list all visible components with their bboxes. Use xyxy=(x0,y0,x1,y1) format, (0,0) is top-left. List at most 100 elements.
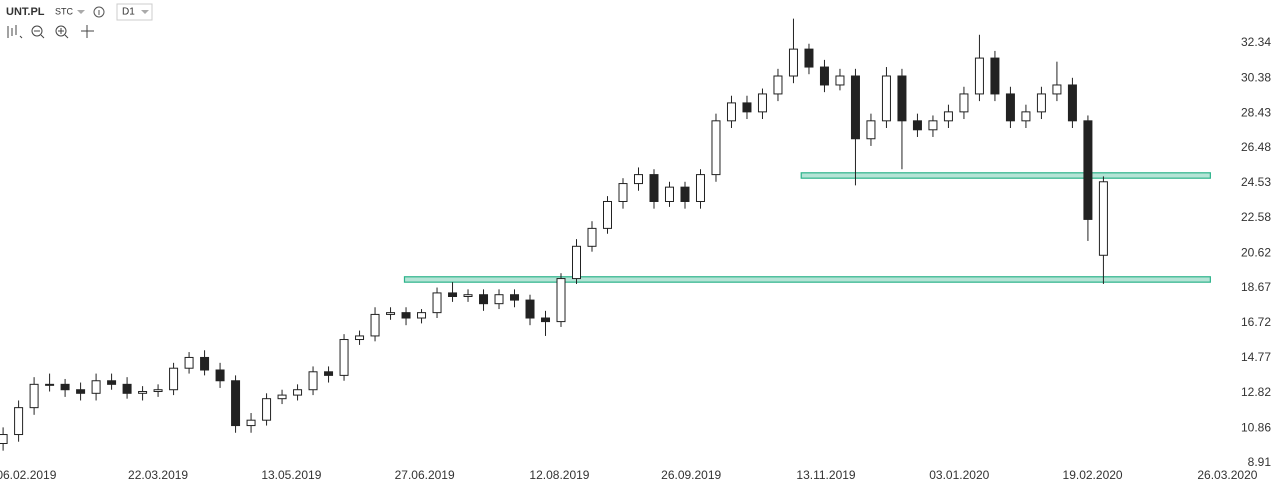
candle-body xyxy=(541,317,551,323)
candle-body xyxy=(246,419,256,427)
market[interactable]: STC xyxy=(55,6,74,16)
y-tick-label: 14.77 xyxy=(1241,350,1271,364)
candle-body xyxy=(866,120,876,140)
candle-body xyxy=(649,174,659,202)
candle-body xyxy=(107,380,117,385)
candle-body xyxy=(1083,120,1093,220)
candle-body xyxy=(556,278,566,323)
candle-body xyxy=(370,313,380,337)
y-tick-label: 16.72 xyxy=(1241,315,1271,329)
dropdown-arrow xyxy=(141,10,149,14)
zone xyxy=(800,172,1211,179)
y-tick-label: 32.34 xyxy=(1241,35,1271,49)
candle-body xyxy=(804,48,814,68)
zoom-out-icon[interactable] xyxy=(31,25,43,37)
candle-body xyxy=(169,367,179,391)
candle-body xyxy=(990,57,1000,95)
candle-body xyxy=(680,186,690,202)
y-tick-label: 18.67 xyxy=(1241,280,1271,294)
candle-body xyxy=(122,383,132,394)
interval[interactable]: D1 xyxy=(122,7,135,18)
y-tick-label: 20.62 xyxy=(1241,245,1271,259)
candle-body xyxy=(184,356,194,369)
candle-body xyxy=(153,389,163,393)
candle-body xyxy=(463,294,473,298)
y-tick-label: 12.82 xyxy=(1241,385,1271,399)
candle-body xyxy=(943,111,953,122)
candle-body xyxy=(1067,84,1077,122)
x-tick-label: 13.05.2019 xyxy=(261,468,321,482)
candle-body xyxy=(695,174,705,202)
candle-body xyxy=(29,383,39,409)
interval-select[interactable] xyxy=(116,3,153,21)
candle-body xyxy=(881,75,891,122)
candle-body xyxy=(138,391,148,394)
candle-body xyxy=(60,383,70,391)
pan-icon[interactable] xyxy=(81,25,94,38)
candle-body xyxy=(479,294,489,305)
candle-body xyxy=(91,380,101,394)
candle-body xyxy=(974,57,984,95)
toolbar xyxy=(7,25,94,39)
candle-body xyxy=(293,389,303,396)
candle-body xyxy=(417,312,427,319)
candle-body xyxy=(1036,93,1046,113)
candle-body xyxy=(45,383,55,386)
y-tick-label: 26.48 xyxy=(1241,140,1271,154)
candle-body xyxy=(773,75,783,95)
candle-body xyxy=(664,186,674,202)
candle-body xyxy=(525,299,535,319)
candle-body xyxy=(633,174,643,185)
candle-body xyxy=(587,227,597,247)
info-icon[interactable] xyxy=(93,6,105,18)
candle-body xyxy=(277,394,287,400)
candle-body xyxy=(912,120,922,131)
y-tick-label: 10.86 xyxy=(1241,420,1271,434)
candle-body xyxy=(386,312,396,315)
candle-body xyxy=(1098,181,1108,256)
chart-type-icon[interactable] xyxy=(7,25,23,39)
x-tick-label: 06.02.2019 xyxy=(0,468,57,482)
candle-body xyxy=(1021,111,1031,122)
candle-body xyxy=(618,183,628,202)
candle-body xyxy=(432,292,442,314)
candle-body xyxy=(262,398,272,421)
candle-body xyxy=(76,389,86,394)
x-tick-label: 22.03.2019 xyxy=(128,468,188,482)
zone xyxy=(403,276,1211,283)
candle-body xyxy=(603,200,612,229)
candle-body xyxy=(788,48,798,77)
candle-body xyxy=(711,120,721,176)
candle-body xyxy=(231,380,241,427)
candle-body xyxy=(757,93,767,113)
candle-body xyxy=(0,434,8,444)
symbol[interactable]: UNT.PL xyxy=(6,6,45,18)
candle-body xyxy=(897,75,907,122)
candle-body xyxy=(401,312,411,319)
y-tick-label: 24.53 xyxy=(1241,175,1271,189)
candle-body xyxy=(510,294,520,301)
dropdown-arrow[interactable] xyxy=(77,10,85,14)
candle-body xyxy=(1005,93,1015,122)
x-tick-label: 26.03.2020 xyxy=(1197,468,1257,482)
x-tick-label: 13.11.2019 xyxy=(796,468,855,482)
candle-body xyxy=(448,292,458,298)
candle-body xyxy=(200,356,210,371)
candle-body xyxy=(835,75,845,86)
candle-body xyxy=(742,102,752,113)
zoom-in-icon[interactable] xyxy=(55,25,67,37)
candle-body xyxy=(324,371,334,376)
x-tick-label: 27.06.2019 xyxy=(395,468,455,482)
x-tick-label: 12.08.2019 xyxy=(529,468,589,482)
candle-body xyxy=(572,245,582,280)
y-tick-label: 30.38 xyxy=(1241,70,1271,84)
candle-body xyxy=(928,120,938,131)
candle-body xyxy=(1052,84,1062,95)
candle-body xyxy=(339,339,349,376)
x-tick-label: 26.09.2019 xyxy=(661,468,721,482)
candle-body xyxy=(850,75,860,140)
y-tick-label: 8.91 xyxy=(1248,455,1272,469)
candle-body xyxy=(355,335,365,341)
candle-body xyxy=(308,371,318,391)
